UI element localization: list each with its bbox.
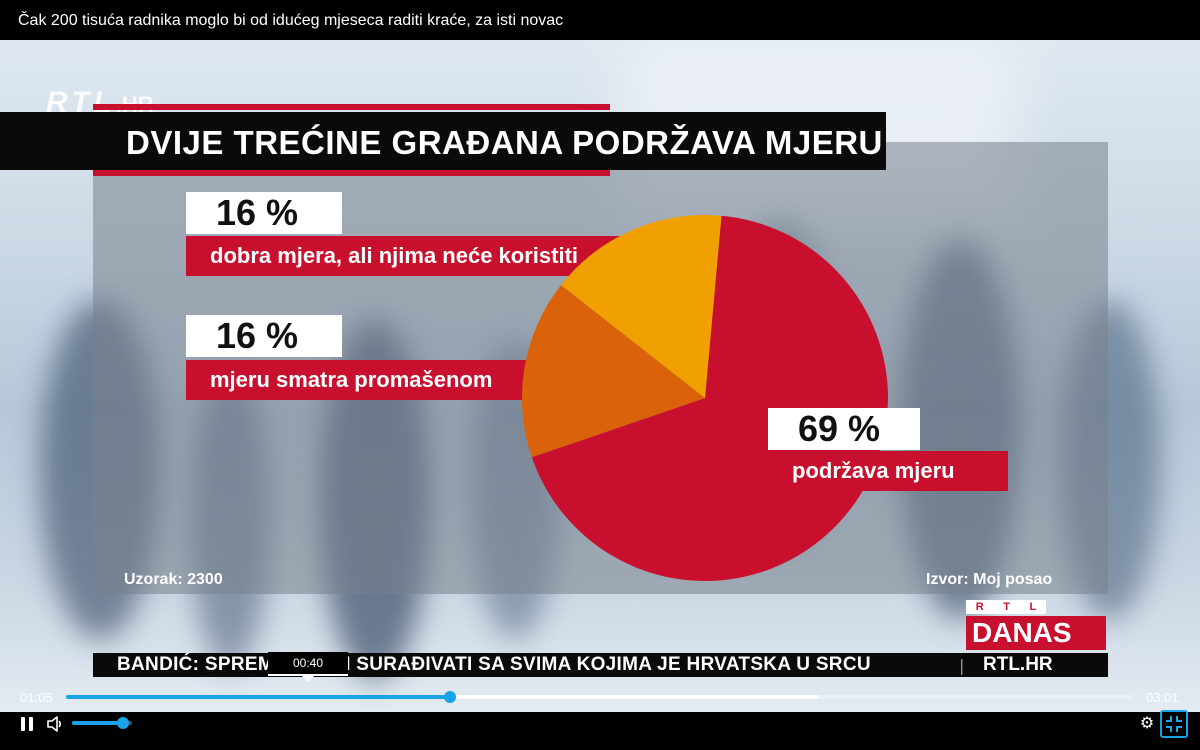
slice-category-label: dobra mjera, ali njima neće koristiti xyxy=(186,236,676,276)
control-bar xyxy=(0,712,1200,750)
title-bar: Čak 200 tisuća radnika moglo bi od iduće… xyxy=(0,0,1200,40)
volume-icon xyxy=(47,716,62,732)
ticker-site: RTL.HR xyxy=(983,654,1053,675)
headline-bar: DVIJE TREĆINE GRAĐANA PODRŽAVA MJERU xyxy=(0,112,886,170)
data-source: Izvor: Moj posao xyxy=(926,571,1053,588)
rtl-logo-letter: L xyxy=(1029,601,1037,613)
volume-button[interactable] xyxy=(46,715,66,733)
slice-value-label: 16 % xyxy=(186,192,342,234)
ticker-text: BANDIĆ: SPREMAN SAM SURAĐIVATI SA SVIMA … xyxy=(117,654,871,675)
rtl-logo-letter: T xyxy=(1003,601,1010,613)
seek-hover-time: 00:40 xyxy=(268,652,348,682)
volume-slider[interactable] xyxy=(72,717,132,729)
headline-accent-top xyxy=(93,104,610,110)
seek-handle[interactable] xyxy=(444,691,457,703)
settings-button[interactable]: ⚙ xyxy=(1138,713,1156,733)
pause-icon xyxy=(29,717,33,731)
slice-value-label: 16 % xyxy=(186,315,342,357)
slice-category-label: mjeru smatra promašenom xyxy=(186,360,572,400)
pause-icon xyxy=(21,717,25,731)
pie-slice xyxy=(561,215,722,398)
headline-text: DVIJE TREĆINE GRAĐANA PODRŽAVA MJERU xyxy=(126,124,883,161)
fullscreen-button[interactable] xyxy=(1160,710,1188,738)
gear-icon: ⚙ xyxy=(1139,713,1155,732)
video-frame[interactable]: RTL.HR DVIJE TREĆINE GRAĐANA PODRŽAVA MJ… xyxy=(0,40,1200,712)
volume-handle[interactable] xyxy=(117,717,129,729)
rtl-logo-letter: R xyxy=(975,601,984,613)
current-time: 01:05 xyxy=(20,690,53,705)
seek-bar[interactable] xyxy=(66,691,1134,703)
pie-slice xyxy=(522,285,705,458)
headline-accent-bottom xyxy=(93,170,610,176)
slice-value-label: 69 % xyxy=(768,408,920,450)
pie-chart xyxy=(522,215,888,581)
fullscreen-exit-icon xyxy=(1166,716,1182,732)
show-name: DANAS xyxy=(966,616,1106,650)
rtl-logo: R T L xyxy=(966,600,1046,614)
pause-button[interactable] xyxy=(18,715,38,733)
ticker-separator: | xyxy=(959,656,965,675)
video-title: Čak 200 tisuća radnika moglo bi od iduće… xyxy=(18,12,564,29)
news-ticker: BANDIĆ: SPREMAN SAM SURAĐIVATI SA SVIMA … xyxy=(93,653,1108,677)
volume-level xyxy=(72,721,123,725)
total-time: 03:01 xyxy=(1146,690,1179,705)
seek-played xyxy=(66,695,451,699)
slice-category-label: podržava mjeru xyxy=(768,451,1008,491)
sample-size: Uzorak: 2300 xyxy=(124,571,223,588)
